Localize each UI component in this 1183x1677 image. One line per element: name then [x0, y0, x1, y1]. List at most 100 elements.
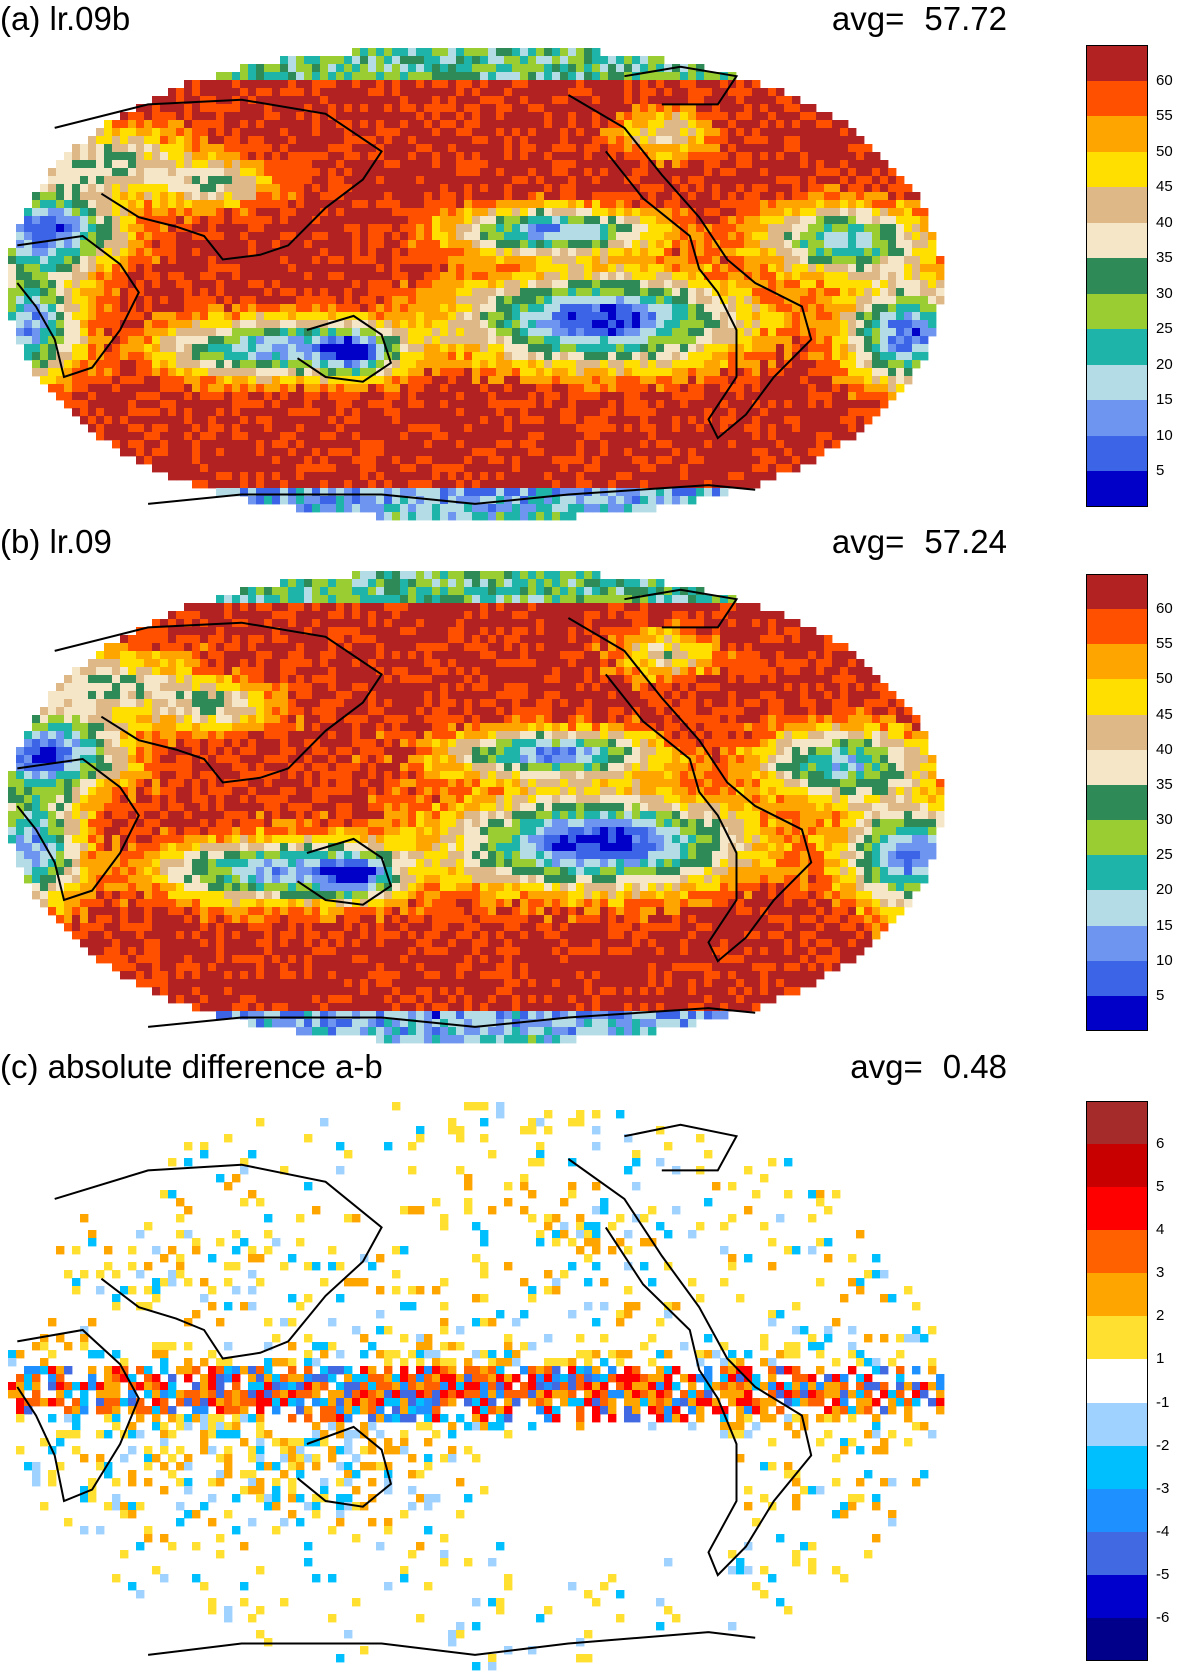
average-label: avg= [831, 523, 905, 560]
colorbar-tick-label: 40 [1156, 213, 1173, 231]
colorbar-box [1086, 855, 1148, 891]
coastline [16, 757, 140, 902]
coastline [296, 837, 393, 906]
colorbar-tick-label: 35 [1156, 249, 1173, 267]
colorbar-tick-label: -1 [1156, 1393, 1170, 1411]
coastline [147, 1007, 756, 1028]
colorbar-box [1086, 784, 1148, 821]
colorbar-box [1086, 187, 1148, 223]
colorbar-tick-label: -3 [1156, 1479, 1170, 1497]
coastline [54, 98, 383, 261]
coastline [147, 484, 756, 505]
colorbar-tick-label: 45 [1156, 705, 1173, 723]
panel-b: (b) lr.09 avg= 57.24 5 10 15 20 25 30 35 40 45 50 5… [0, 523, 1183, 1044]
colorbar-box [1086, 925, 1148, 961]
colorbar-box [1086, 995, 1148, 1031]
global-map [8, 571, 945, 1044]
colorbar-box [1086, 644, 1148, 680]
panel-c: (c) absolute difference a-b avg= 0.48 -6-… [0, 1046, 1183, 1676]
coastline [296, 314, 393, 383]
colorbar-box [1086, 574, 1148, 610]
colorbar-box [1086, 329, 1148, 365]
colorbar-box [1086, 609, 1148, 645]
coastline [54, 1163, 383, 1360]
colorbar-tick-label: 45 [1156, 178, 1173, 196]
colorbar-tick-label: 5 [1156, 986, 1165, 1004]
colorbar-tick-label: 4 [1156, 1221, 1165, 1239]
colorbar-tick-label: 20 [1156, 881, 1173, 899]
average-readout: avg= 57.72 [832, 0, 1007, 38]
colorbar-box [1086, 1101, 1148, 1145]
coastlines [16, 588, 813, 1028]
colorbar-frame [1086, 574, 1148, 1031]
colorbar-box [1086, 1187, 1148, 1231]
colorbar-box [1086, 890, 1148, 926]
panel-title: (b) lr.09 [0, 523, 112, 560]
coastline [567, 94, 813, 440]
colorbar-box [1086, 45, 1148, 81]
panel-a: (a) lr.09b avg= 57.72 5 10 15 20 25 30 35 40 45 50… [0, 0, 1183, 521]
coastline [16, 1328, 140, 1503]
colorbar-frame [1086, 1101, 1148, 1661]
colorbar-box [1086, 1531, 1148, 1575]
colorbar-tick-label: 60 [1156, 600, 1173, 618]
data-field [8, 48, 945, 521]
colorbar-tick-label: 50 [1156, 670, 1173, 688]
average-label: avg= [831, 0, 905, 37]
colorbar-box [1086, 1402, 1148, 1446]
coastline [16, 234, 140, 379]
colorbar-tick-label: 55 [1156, 107, 1173, 125]
average-value: 57.24 [924, 523, 1007, 560]
data-field [8, 1102, 945, 1671]
colorbar-tick-label: -5 [1156, 1565, 1170, 1583]
coastline [147, 1631, 756, 1656]
colorbar-box [1086, 1617, 1148, 1661]
average-value: 0.48 [942, 1048, 1007, 1085]
colorbar-box [1086, 116, 1148, 152]
colorbar-box [1086, 1445, 1148, 1489]
panel-title: (a) lr.09b [0, 0, 131, 37]
colorbar-tick-label: 10 [1156, 426, 1173, 444]
colorbar-tick-label: 25 [1156, 846, 1173, 864]
coastline [54, 621, 383, 784]
coastline [296, 1425, 393, 1508]
coastline [624, 588, 739, 629]
colorbar: -6 -5 -4 -3 -2 -1 1 2 3 4 5 6 [1086, 1101, 1169, 1661]
colorbar-box [1086, 1488, 1148, 1532]
global-map [8, 1102, 945, 1671]
colorbar-tick-label: 35 [1156, 775, 1173, 793]
average-readout: avg= 57.24 [832, 523, 1007, 561]
colorbar-tick-label: 2 [1156, 1307, 1165, 1325]
colorbar-box [1086, 1316, 1148, 1360]
colorbar-tick-label: 3 [1156, 1264, 1165, 1282]
data-field [8, 571, 945, 1044]
colorbar-box [1086, 1273, 1148, 1317]
colorbar-box [1086, 749, 1148, 785]
colorbar-box [1086, 80, 1148, 117]
colorbar-box [1086, 222, 1148, 259]
colorbar-tick-label: 25 [1156, 320, 1173, 338]
global-map [8, 48, 945, 521]
colorbar-tick-label: 30 [1156, 811, 1173, 829]
colorbar-box [1086, 820, 1148, 856]
colorbar-tick-label: 1 [1156, 1350, 1165, 1368]
colorbar: 5 10 15 20 25 30 35 40 45 50 55 60 [1086, 574, 1173, 1031]
colorbar-box [1086, 364, 1148, 401]
colorbar-tick-label: 5 [1156, 1178, 1165, 1196]
colorbar-tick-label: 15 [1156, 391, 1173, 409]
colorbar-box [1086, 1574, 1148, 1618]
colorbar-box [1086, 151, 1148, 188]
colorbar-box [1086, 400, 1148, 436]
colorbar: 5 10 15 20 25 30 35 40 45 50 55 60 [1086, 45, 1173, 507]
colorbar-box [1086, 1144, 1148, 1188]
colorbar-box [1086, 435, 1148, 472]
colorbar-tick-label: 40 [1156, 740, 1173, 758]
coastlines [16, 65, 813, 505]
colorbar-tick-label: 10 [1156, 951, 1173, 969]
coastline [567, 617, 813, 963]
colorbar-box [1086, 714, 1148, 750]
coastline [624, 65, 739, 106]
colorbar-box [1086, 471, 1148, 507]
colorbar-tick-label: -2 [1156, 1436, 1170, 1454]
colorbar-tick-label: 6 [1156, 1135, 1165, 1153]
